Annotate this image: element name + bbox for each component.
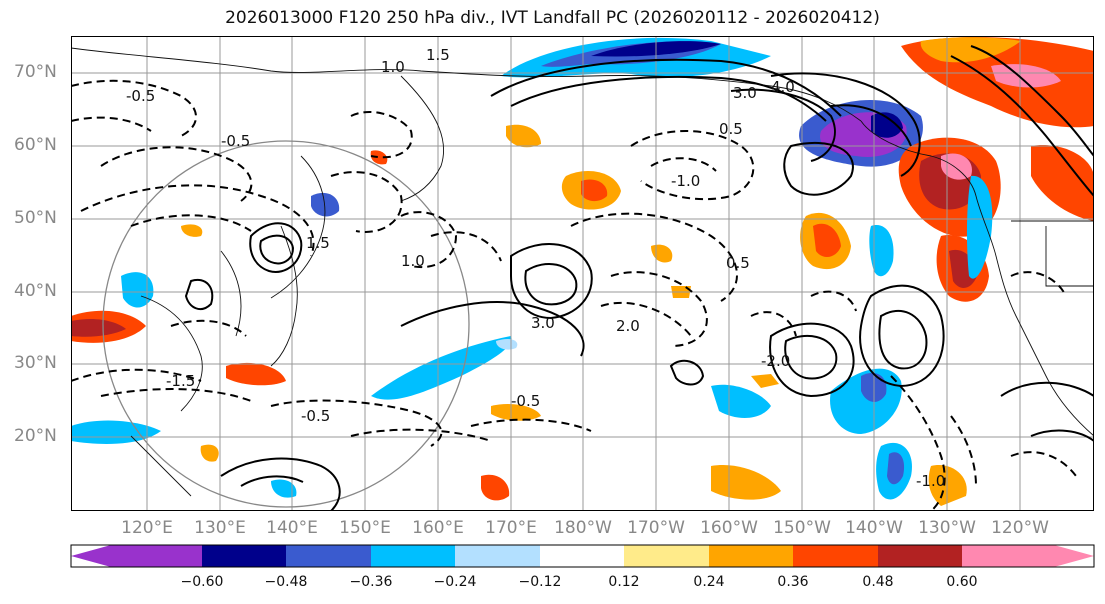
colorbar-cell <box>709 545 793 567</box>
contour-label: -1.0 <box>916 472 945 490</box>
contour-label: -2.0 <box>761 352 790 370</box>
colorbar-tick-label: 0.60 <box>946 574 978 590</box>
lon-label: 140°E <box>266 518 318 538</box>
lon-label: 130°E <box>194 518 246 538</box>
contour-label: -1.5 <box>166 372 195 390</box>
map-title: 2026013000 F120 250 hPa div., IVT Landfa… <box>225 8 880 28</box>
lat-label: 70°N <box>14 62 57 82</box>
colorbar-cell <box>793 545 878 567</box>
lat-label: 20°N <box>14 426 57 446</box>
colorbar-cell <box>202 545 286 567</box>
colorbar-cell <box>624 545 709 567</box>
lat-label: 30°N <box>14 353 57 373</box>
colorbar-tick-label: 0.24 <box>693 574 725 590</box>
contour-label-layer: 1.0 1.5 3.0 4.0 0.5 2.0 1.5 3.0 1.0 -0.5… <box>126 46 945 490</box>
lat-label: 40°N <box>14 281 57 301</box>
contour-label: -0.5 <box>511 392 540 410</box>
lon-label: 120°W <box>991 518 1049 538</box>
colorbar-cell <box>455 545 540 567</box>
contour-label: -0.5 <box>221 132 250 150</box>
contour-label: 3.0 <box>531 314 555 332</box>
colorbar-tick-label: −0.12 <box>518 574 562 590</box>
colorbar-tick-label: −0.48 <box>264 574 308 590</box>
contour-label: -0.5 <box>126 87 155 105</box>
lon-label: 180°W <box>554 518 612 538</box>
colorbar-cell <box>878 545 962 567</box>
colorbar-tick-label: 0.12 <box>608 574 640 590</box>
colorbar-tick-label: 0.48 <box>862 574 894 590</box>
colorbar <box>70 544 1095 568</box>
lat-label: 60°N <box>14 135 57 155</box>
contour-label: 4.0 <box>771 78 795 96</box>
colorbar-cell <box>286 545 371 567</box>
colorbar-cell <box>371 545 455 567</box>
colorbar-tick-label: 0.36 <box>777 574 809 590</box>
positive-contours <box>184 45 1094 511</box>
contour-label: 1.0 <box>381 58 405 76</box>
lon-label: 170°E <box>485 518 537 538</box>
lon-label: 140°W <box>845 518 903 538</box>
colorbar-cell <box>71 545 202 567</box>
colorbar-tick-label: −0.36 <box>349 574 393 590</box>
colorbar-tick-label: −0.24 <box>433 574 477 590</box>
lon-label: 130°W <box>918 518 976 538</box>
contour-label: -0.5 <box>301 407 330 425</box>
contour-label: 2.0 <box>616 317 640 335</box>
shading-layer <box>71 36 1094 506</box>
contour-label: 1.5 <box>426 46 450 64</box>
lon-label: 170°W <box>627 518 685 538</box>
contour-label: 3.0 <box>733 84 757 102</box>
colorbar-cell <box>540 545 624 567</box>
contour-label: 0.5 <box>719 120 743 138</box>
colorbar-tick-label: −0.60 <box>180 574 224 590</box>
contour-label: -1.0 <box>671 172 700 190</box>
contour-label: 1.5 <box>306 234 330 252</box>
contour-label: 0.5 <box>726 254 750 272</box>
map-panel: 1.0 1.5 3.0 4.0 0.5 2.0 1.5 3.0 1.0 -0.5… <box>71 36 1094 511</box>
colorbar-cell <box>962 545 1094 567</box>
negative-contours <box>71 79 1077 511</box>
lat-label: 50°N <box>14 208 57 228</box>
lon-label: 160°E <box>412 518 464 538</box>
contour-label: 1.0 <box>401 252 425 270</box>
lon-label: 150°E <box>339 518 391 538</box>
coastlines <box>71 47 1094 497</box>
lon-label: 150°W <box>773 518 831 538</box>
lon-label: 160°W <box>700 518 758 538</box>
lon-label: 120°E <box>121 518 173 538</box>
range-circle <box>102 140 470 508</box>
